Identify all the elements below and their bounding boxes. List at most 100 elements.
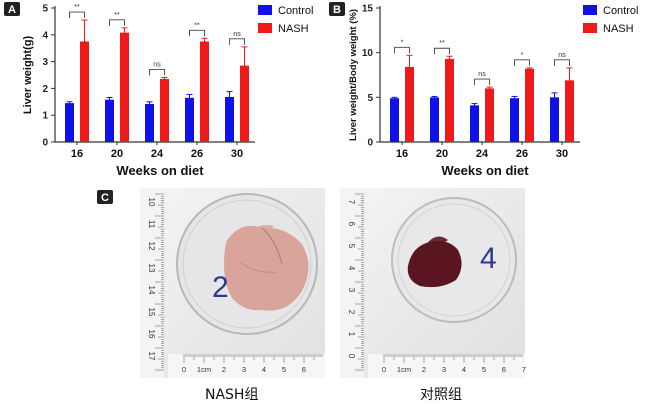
panel-b-letter: B <box>333 4 341 16</box>
ruler-label: 11 <box>147 220 156 229</box>
dish-number-left: 2 <box>212 271 229 304</box>
ruler-label: 4 <box>347 266 356 271</box>
ruler-label: 5 <box>482 365 486 374</box>
bar-nash <box>485 88 494 142</box>
y-axis-label: Liver weight(g) <box>22 36 34 115</box>
x-tick-label: 20 <box>436 148 448 160</box>
bar-control <box>430 97 439 142</box>
bar-nash <box>405 66 414 142</box>
dish-number-right: 4 <box>480 242 497 275</box>
x-tick-label: 24 <box>151 148 164 160</box>
y-tick-label: 2 <box>42 84 48 95</box>
bar-nash <box>525 68 534 142</box>
y-tick-label: 3 <box>42 57 48 68</box>
ruler-label: 2 <box>222 365 226 374</box>
significance-label: ns <box>233 31 241 38</box>
photo-nash: 10 11 12 13 14 15 16 17 0 1cm 2 3 4 5 6 2 <box>140 188 325 378</box>
bar-nash <box>160 79 169 142</box>
x-tick-label: 30 <box>556 148 568 160</box>
significance-bracket <box>189 29 205 37</box>
bar-nash <box>80 41 89 142</box>
x-tick-label: 26 <box>191 148 203 160</box>
y-tick-label: 5 <box>367 93 373 104</box>
liver-weight-chart: A 0 1 2 3 4 5 Liver weight(g) 16 20 24 26 30 ** ** ns **… <box>4 2 313 178</box>
caption-nash: NASH组 <box>205 387 259 403</box>
legend-swatch-nash <box>583 23 597 33</box>
significance-bracket <box>394 46 410 54</box>
bar-control <box>65 103 74 142</box>
bar-control <box>550 97 559 142</box>
ruler-label: 4 <box>462 365 466 374</box>
bar-nash <box>200 41 209 142</box>
y-tick-label: 1 <box>42 111 48 122</box>
panel-a-letter: A <box>8 4 16 16</box>
legend-label-nash: NASH <box>278 23 309 35</box>
significance-bracket <box>474 78 490 86</box>
ruler-label: 0 <box>347 354 356 359</box>
bar-nash <box>120 32 129 142</box>
bar-control <box>225 96 234 142</box>
ruler-label: 0 <box>182 365 186 374</box>
ruler-label: 2 <box>422 365 426 374</box>
legend-swatch-control <box>258 5 272 15</box>
x-tick-label: 20 <box>111 148 123 160</box>
bar-control <box>470 105 479 142</box>
significance-bracket <box>554 59 570 66</box>
y-tick-label: 0 <box>42 138 48 149</box>
ruler-label: 10 <box>147 198 156 207</box>
significance-label: ** <box>74 4 80 11</box>
legend-label-control: Control <box>278 5 313 17</box>
x-axis-label: Weeks on diet <box>116 163 204 178</box>
significance-label: ** <box>114 12 120 19</box>
ruler-label: 7 <box>347 200 356 205</box>
ruler-label: 16 <box>147 330 156 339</box>
ruler-label: 1cm <box>197 365 211 374</box>
panel-b-badge <box>329 2 345 16</box>
ruler-label: 2 <box>347 310 356 315</box>
ruler-horizontal-left: 0 1cm 2 3 4 5 6 <box>168 354 325 378</box>
significance-label: ns <box>153 61 161 68</box>
y-tick-label: 0 <box>367 138 373 149</box>
ruler-label: 1 <box>347 332 356 337</box>
bar-nash <box>445 58 454 142</box>
liver-nash <box>224 225 309 311</box>
panel-c-badge: C <box>97 190 113 204</box>
significance-label: * <box>401 39 404 46</box>
x-tick-label: 16 <box>71 148 83 160</box>
ruler-label: 3 <box>347 288 356 293</box>
ruler-label: 5 <box>282 365 286 374</box>
ruler-label: 6 <box>302 365 306 374</box>
ruler-label: 1cm <box>397 365 411 374</box>
y-tick-label: 5 <box>42 4 48 15</box>
ruler-label: 3 <box>442 365 446 374</box>
bar-nash <box>240 65 249 142</box>
ruler-label: 5 <box>347 244 356 249</box>
x-axis-label: Weeks on diet <box>441 163 529 178</box>
photo-control: 7 6 5 4 3 2 1 0 0 1cm 2 3 4 5 6 7 4 <box>340 188 526 378</box>
significance-label: * <box>521 52 524 59</box>
ruler-label: 7 <box>522 365 526 374</box>
significance-label: ** <box>439 40 445 47</box>
panel-a-badge <box>4 2 20 16</box>
panel-c-letter: C <box>101 192 109 204</box>
bar-control <box>185 97 194 142</box>
ruler-label: 14 <box>147 286 156 295</box>
bar-control <box>390 98 399 142</box>
significance-label: ** <box>194 22 200 29</box>
ruler-horizontal-right: 0 1cm 2 3 4 5 6 7 <box>368 354 526 378</box>
ruler-label: 13 <box>147 264 156 273</box>
significance-bracket <box>514 59 530 66</box>
significance-bracket <box>434 47 450 55</box>
ruler-label: 12 <box>147 242 156 251</box>
ruler-vertical-left: 10 11 12 13 14 15 16 17 <box>140 192 164 378</box>
ruler-label: 6 <box>502 365 506 374</box>
x-tick-label: 30 <box>231 148 243 160</box>
significance-bracket <box>149 68 165 76</box>
legend-swatch-control <box>583 5 597 15</box>
significance-bracket <box>109 19 125 26</box>
bar-nash <box>565 80 574 142</box>
ruler-vertical-right: 7 6 5 4 3 2 1 0 <box>340 192 364 378</box>
legend-label-nash: NASH <box>603 23 634 35</box>
